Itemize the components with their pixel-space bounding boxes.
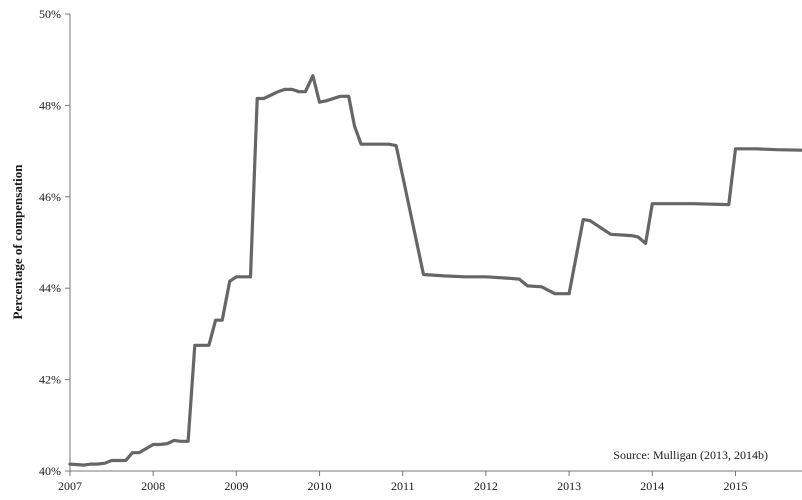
x-ticks: 2007 2008 2009 2010 2011 2012 2013 2014 2015 (58, 471, 747, 493)
y-tick-label: 40% (39, 464, 61, 478)
series-line (68, 74, 802, 467)
y-tick-label: 48% (39, 98, 61, 112)
y-tick-label: 44% (39, 281, 61, 295)
x-tick-label: 2008 (141, 479, 165, 493)
x-axis: 2007 2008 2009 2010 2011 2012 2013 2014 2015 (58, 470, 802, 493)
series-group (68, 74, 802, 467)
x-tick-label: 2015 (723, 479, 747, 493)
y-axis: 40% 42% 44% 46% 48% 50% (39, 7, 71, 478)
y-axis-label: Percentage of compensation (10, 164, 25, 320)
source-annotation: Source: Mulligan (2013, 2014b) (613, 448, 768, 462)
y-tick-label: 46% (39, 190, 61, 204)
x-tick-label: 2011 (391, 479, 415, 493)
x-tick-label: 2007 (58, 479, 82, 493)
y-tick-label: 50% (39, 7, 61, 21)
x-tick-label: 2014 (640, 479, 664, 493)
x-tick-label: 2009 (224, 479, 248, 493)
x-tick-label: 2012 (474, 479, 498, 493)
x-tick-label: 2013 (557, 479, 581, 493)
y-tick-label: 42% (39, 373, 61, 387)
y-ticks: 40% 42% 44% 46% 48% 50% (39, 7, 70, 478)
x-tick-label: 2010 (308, 479, 332, 493)
